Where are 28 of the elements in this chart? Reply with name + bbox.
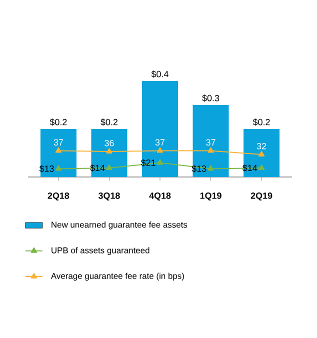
point (55, 147, 62, 153)
x-tick-label: 2Q19 (250, 192, 272, 201)
data-label: 32 (256, 142, 266, 150)
point (156, 147, 164, 153)
point (258, 151, 265, 156)
legend-label: UPB of assets guaranteed (52, 247, 150, 256)
point (156, 159, 164, 165)
data-label: $0.2 (252, 118, 270, 126)
data-label: 37 (206, 139, 216, 146)
data-label: 37 (155, 139, 165, 146)
point (208, 165, 214, 171)
data-label: $0.2 (100, 118, 118, 126)
data-label: $0.4 (151, 70, 168, 78)
x-tick-label: 1Q19 (200, 192, 222, 201)
point (55, 165, 62, 171)
x-tick-label: 2Q18 (48, 192, 70, 201)
point (106, 164, 112, 170)
data-label: 36 (104, 140, 114, 146)
data-label: 37 (54, 139, 63, 146)
data-label: $0.3 (202, 94, 220, 102)
x-tick-label: 3Q18 (98, 192, 120, 201)
legend-label: Average guarantee fee rate (in bps) (50, 272, 184, 281)
point (208, 147, 214, 153)
legend-label: New unearned guarantee fee assets (52, 222, 188, 230)
x-tick-label: 4Q18 (149, 192, 171, 201)
point (106, 148, 112, 154)
point (258, 164, 265, 170)
data-label: $0.2 (50, 118, 67, 126)
